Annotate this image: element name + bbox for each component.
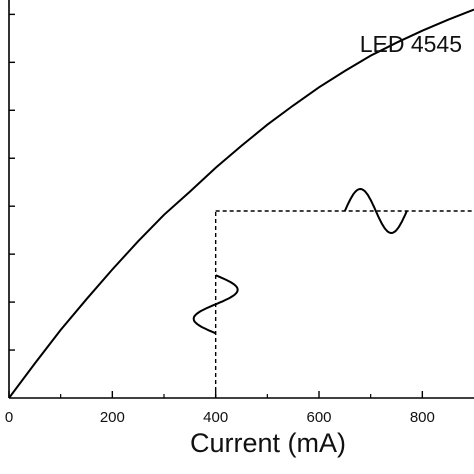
x-tick-label: 800 xyxy=(410,409,435,426)
x-tick-label: 400 xyxy=(203,409,228,426)
chart-marks xyxy=(8,8,474,399)
output-modulation-wave xyxy=(343,187,408,235)
x-tick-label: 200 xyxy=(100,409,125,426)
axes: 0 200 400 600 800 xyxy=(5,0,474,426)
x-tick-label: 0 xyxy=(5,409,13,426)
x-tick-label: 600 xyxy=(306,409,331,426)
x-axis-label: Current (mA) xyxy=(190,428,346,458)
series-line xyxy=(8,8,474,399)
chart-annotation: LED 4545 xyxy=(360,31,462,57)
input-modulation-wave xyxy=(192,274,239,335)
